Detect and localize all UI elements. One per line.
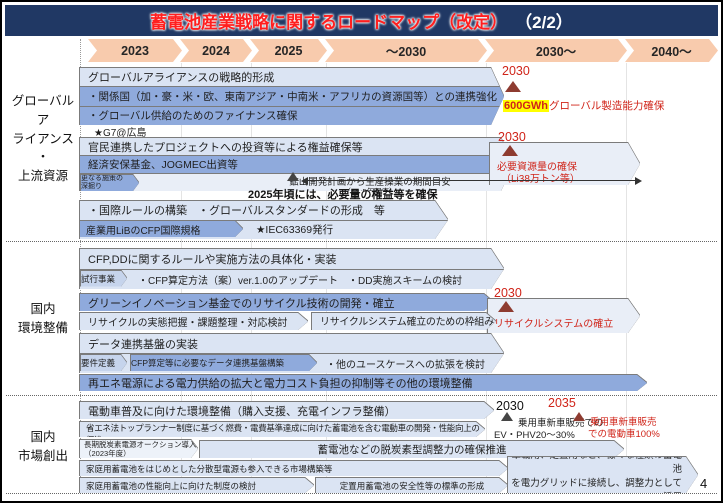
milestone-year-2030-recycle: 2030	[494, 286, 522, 300]
ev-2030-line2: EV・PHV20～30%	[494, 430, 575, 441]
milestone-triangle-icon	[502, 145, 518, 156]
title-bar: 蓄電池産業戦略に関するロードマップ（改定） （2/2）	[5, 5, 718, 36]
milestone-triangle-icon	[287, 172, 299, 181]
milestone-triangle-icon	[498, 301, 514, 312]
milestone-triangle-icon	[573, 412, 585, 421]
tag-pilot-project: 試行事業	[81, 271, 127, 287]
tag-auction: 長期脱炭素電源オークション導入 （2023年度）	[80, 440, 198, 458]
section-divider-2	[6, 395, 717, 396]
bar-home-battery-system: 家庭用蓄電池の性能向上に向けた制度の検討	[80, 478, 314, 493]
bar-stationary-safety: 定置用蓄電池の安全性等の標準の形成	[316, 478, 508, 493]
tag-cfp-standard: 産業用LiBのCFP国際規格	[80, 221, 243, 237]
timeline-header-2030plus: 2030～	[485, 39, 627, 62]
section-divider-1	[6, 241, 717, 242]
bar-decarbonized-adjustment: 蓄電池などの脱炭素型調整力の確保推進	[200, 441, 624, 458]
milestone-year-2035-ev: 2035	[548, 396, 576, 410]
tag-requirements: 要件定義	[81, 355, 127, 371]
bar-top-runner: 省エネ法トップランナー制度に基づく燃費・電費基準達成に向けた蓄電池を含む電動車の…	[80, 422, 485, 437]
g7-milestone: ★G7@広島	[94, 128, 147, 139]
ev-2035-line2: での電動車100%	[588, 429, 660, 440]
recycle-target-label: リサイクルシステムの確立	[494, 319, 614, 330]
callout-grid-connection: 車載用、定置用など、様々な種類の蓄電池 を電力グリッドに接続し、調整力として活用	[508, 457, 698, 493]
iec-milestone: ★IEC63369発行	[256, 224, 334, 237]
section-label-domestic-market: 国内 市場創出	[17, 430, 68, 463]
bar-green-innovation-fund: グリーンイノベーション基金でのリサイクル技術の開発・確立	[80, 294, 494, 311]
bar-recycle-framework: リサイクルシステム確立のための枠組み具体化	[312, 313, 496, 330]
bar-distributed-market: 家庭用蓄電池をはじめとした分散型電源も参入できる市場構築等	[80, 461, 508, 476]
milestone-year-2030-ev: 2030	[496, 399, 524, 413]
bar-renewable-power: 再エネ電源による電力供給の拡大と電力コスト負担の抑制等その他の環境整備	[80, 375, 647, 391]
timeline-header-2040plus: 2040～	[625, 39, 718, 62]
ev-2030-line1: 乗用車新車販売での	[518, 418, 604, 429]
bar-international-rules: ・国際ルールの構築 ・グローバルスタンダードの形成 等 産業用LiBのCFP国際…	[80, 201, 448, 239]
tag-further-measures: 更なる施策の 深掘り	[81, 175, 139, 191]
section-label-global-alliance: グローバルア ライアンス ・ 上流資源	[11, 94, 75, 183]
milestone-triangle-icon	[501, 412, 513, 421]
bar-recycle-survey: リサイクルの実態把握・課題整理・対応検討	[80, 313, 308, 330]
milestone-year-2030-capacity: 2030	[502, 64, 530, 78]
range-arrow-icon	[301, 176, 642, 185]
timeline-header-2025: 2025	[250, 39, 327, 62]
timeline-header-2023: 2023	[88, 39, 182, 62]
page-indicator: （2/2）	[515, 13, 573, 32]
milestone-year-2030-resources: 2030	[498, 130, 526, 144]
tag-cfp-data-platform: CFP算定等に必要なデータ連携基盤構築	[131, 355, 317, 371]
bar-ev-environment: 電動車普及に向けた環境整備（購入支援、充電インフラ整備）	[80, 402, 494, 419]
bar-data-platform: データ連携基盤の実装 要件定義 CFP算定等に必要なデータ連携基盤構築 ・他のユ…	[80, 334, 504, 373]
resource-target-line1: 必要資源量の確保	[497, 162, 577, 173]
page-number: 4	[700, 476, 708, 491]
bar-global-alliance: グローバルアライアンスの戦略的形成 ・関係国（加・豪・米・欧、東南アジア・中南米…	[80, 68, 504, 125]
page-title: 蓄電池産業戦略に関するロードマップ（改定）	[150, 13, 508, 32]
cfp-update-note: ・CFP算定方法（案）ver.1.0のアップデート ・DD実施スキームの検討	[138, 275, 463, 287]
bar-cfp-dd-rules: CFP,DDに関するルールや実施方法の具体化・実装 試行事業 ・CFP算定方法（…	[80, 249, 504, 289]
milestone-2025-note: 2025年頃には、必要量の権益等を確保	[248, 189, 438, 201]
ev-2035-line1: 乗用車新車販売	[590, 417, 657, 428]
milestone-triangle-icon	[505, 81, 521, 92]
resource-target-line2: （Li38万トン等）	[501, 174, 580, 185]
capacity-target-value: 600GWh	[503, 100, 550, 112]
timeline-header-2024: 2024	[180, 39, 252, 62]
capacity-target-label: グローバル製造能力確保	[549, 100, 665, 112]
section-label-domestic-environment: 国内 環境整備	[17, 302, 68, 335]
section-divider-3	[6, 493, 717, 494]
timeline-header-to2030: ～2030	[325, 39, 487, 62]
use-case-note: ・他のユースケースへの拡張を検討	[326, 360, 485, 371]
gridline-2040plus	[626, 63, 627, 493]
